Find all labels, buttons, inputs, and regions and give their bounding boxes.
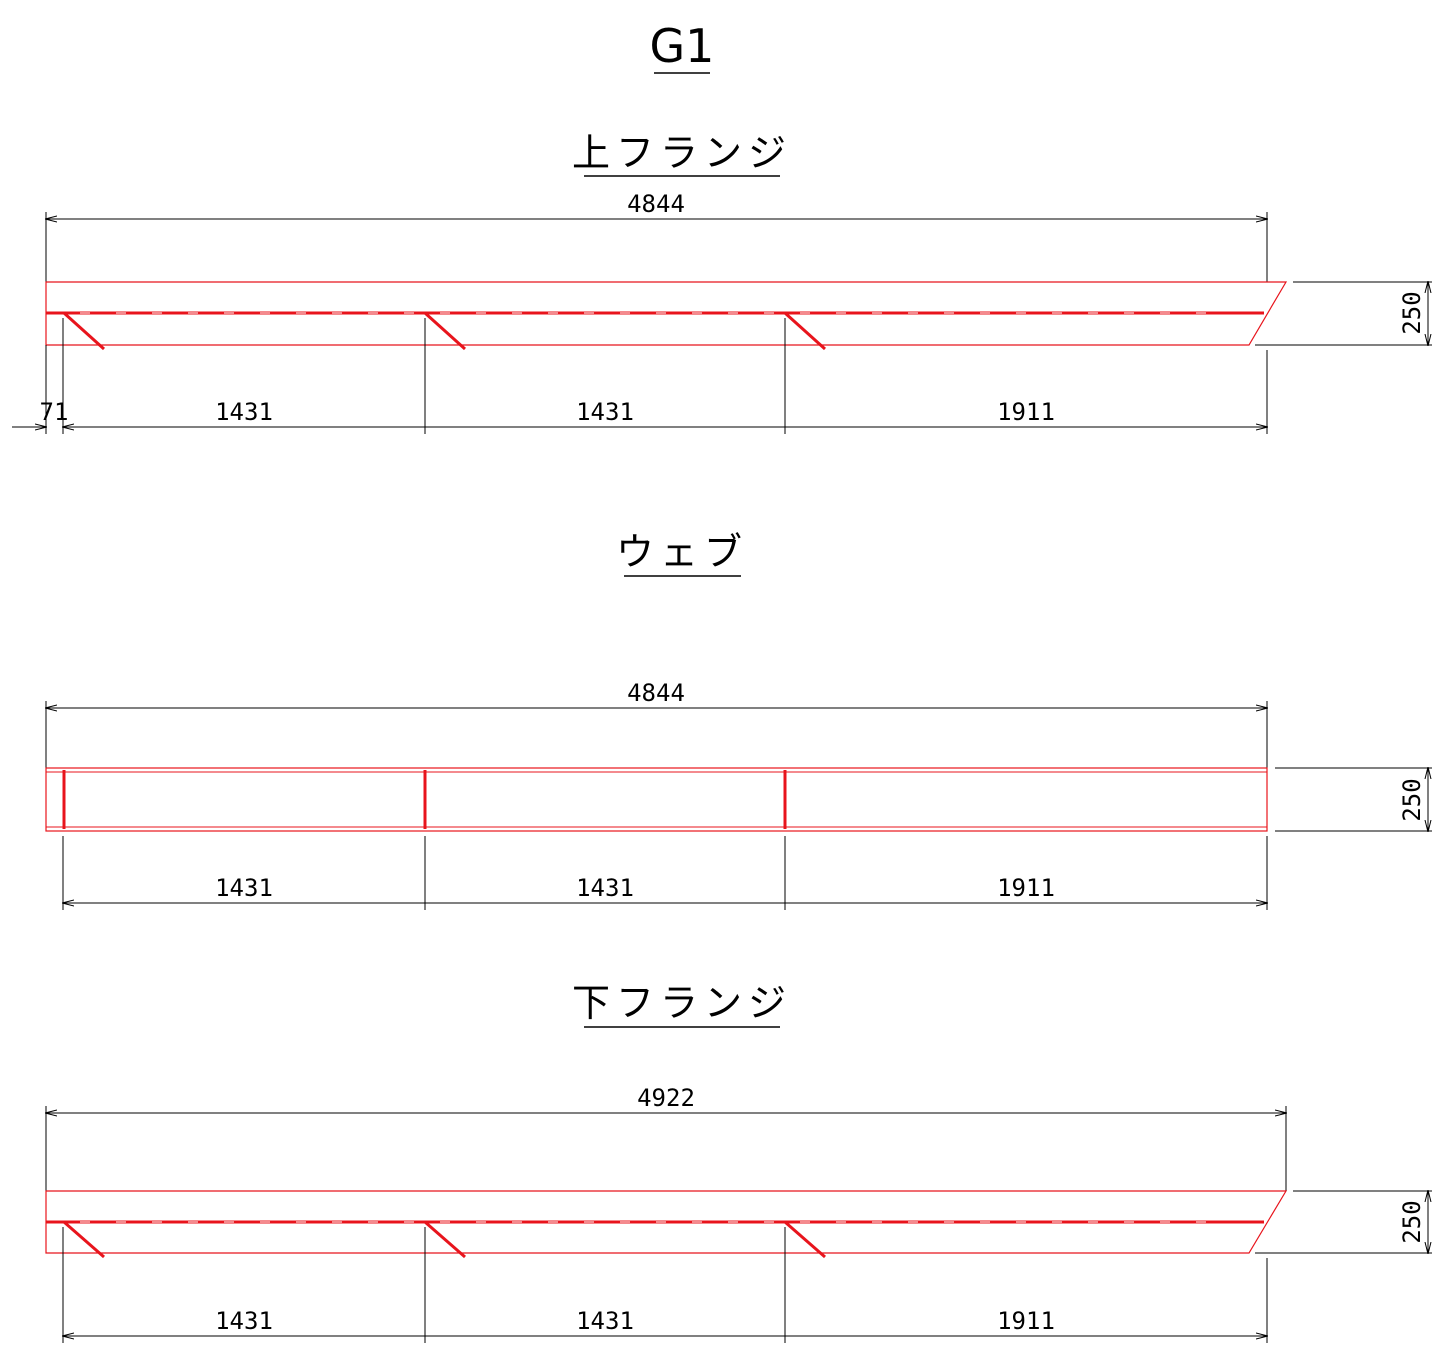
web-view: ウェブ 4844 250 1431 1431 1911 — [46, 530, 1432, 910]
bottom-flange-view: 下フランジ 4922 250 1431 1431 1911 — [46, 981, 1432, 1343]
top-flange-spacing-1: 1431 — [215, 398, 273, 426]
top-flange-stiffener-3 — [783, 311, 827, 351]
web-spacing-3: 1911 — [997, 874, 1055, 902]
top-flange-title: 上フランジ — [572, 131, 792, 175]
top-flange-stiffener-1 — [62, 311, 106, 351]
bottom-flange-overall-length: 4922 — [637, 1084, 695, 1112]
bottom-flange-stiffener-2 — [424, 1220, 466, 1259]
top-flange-height: 250 — [1398, 291, 1426, 334]
drawing-title: G1 — [650, 19, 715, 73]
bottom-flange-plate-outline — [45, 1190, 1288, 1254]
web-height: 250 — [1398, 778, 1426, 821]
bottom-flange-spacing-1: 1431 — [215, 1307, 273, 1335]
top-flange-plate-outline — [45, 281, 1288, 346]
top-flange-offset-dim: 71 — [40, 398, 69, 426]
top-flange-spacing-2: 1431 — [576, 398, 634, 426]
web-spacing-1: 1431 — [215, 874, 273, 902]
web-plate-outline — [45, 767, 1268, 832]
top-flange-overall-length: 4844 — [627, 190, 685, 218]
top-flange-stiffener-2 — [423, 311, 467, 351]
bottom-flange-spacing-2: 1431 — [576, 1307, 634, 1335]
bottom-flange-spacing-3: 1911 — [997, 1307, 1055, 1335]
bottom-flange-height: 250 — [1398, 1200, 1426, 1243]
web-title: ウェブ — [616, 530, 748, 574]
bottom-flange-stiffener-1 — [63, 1220, 105, 1259]
web-spacing-2: 1431 — [576, 874, 634, 902]
bottom-flange-stiffener-3 — [784, 1220, 826, 1259]
bottom-flange-title: 下フランジ — [572, 981, 792, 1025]
top-flange-view: 上フランジ 4844 250 71 1431 1431 1911 — [12, 131, 1432, 434]
top-flange-spacing-3: 1911 — [997, 398, 1055, 426]
web-overall-length: 4844 — [627, 679, 685, 707]
